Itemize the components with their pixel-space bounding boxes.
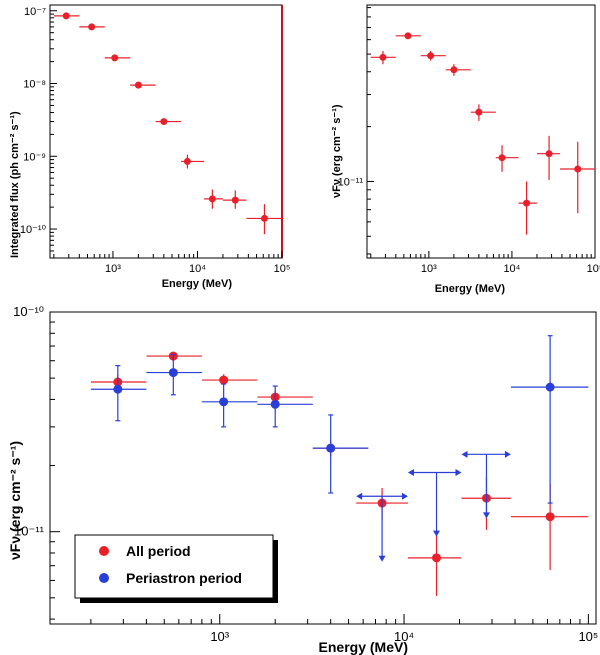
periastron-period-upper-limit-left-arrowhead (407, 468, 414, 476)
x-tick-label: 10³ (421, 263, 437, 275)
legend-marker-all-period (99, 546, 109, 556)
y-axis-label: νFν (erg cm⁻² s⁻¹) (7, 441, 23, 560)
all-period-data-point (523, 199, 531, 207)
all-period-data-point (574, 165, 582, 173)
all-period-data-point (475, 108, 483, 116)
x-tick-label: 10⁴ (503, 263, 520, 275)
all-period-data-point (134, 81, 142, 89)
legend-marker-periastron-period (99, 573, 109, 583)
periastron-period-upper-limit-down-arrowhead (482, 512, 490, 519)
all-period-data-point (219, 375, 229, 385)
x-axis-label: Energy (MeV) (162, 278, 233, 290)
y-axis-label: Integrated flux (ph cm⁻² s⁻¹) (9, 111, 21, 258)
periastron-period-upper-limit-right-arrowhead (504, 450, 511, 458)
all-period-data-point (183, 157, 191, 165)
x-axis-label: Energy (MeV) (435, 283, 506, 295)
all-period-data-point (208, 195, 216, 203)
y-tick-label: 10⁻⁹ (23, 151, 46, 163)
all-period-data-point (260, 214, 268, 222)
periastron-period-upper-limit-right-arrowhead (401, 492, 408, 500)
y-tick-label: 10⁻⁸ (23, 79, 46, 91)
all-period-data-point (427, 52, 435, 60)
x-tick-label: 10³ (210, 629, 229, 644)
plot-frame (49, 311, 597, 625)
all-period-data-point (450, 66, 458, 74)
all-period-data-point (231, 196, 239, 204)
plot-frame (366, 4, 596, 259)
periastron-period-data-point (326, 443, 336, 453)
periastron-period-data-point (113, 384, 123, 394)
periastron-period-upper-limit-left-arrowhead (461, 450, 468, 458)
x-tick-label: 10⁵ (587, 263, 600, 275)
all-period-data-point (160, 118, 168, 126)
x-tick-label: 10⁴ (394, 629, 414, 644)
legend-box (74, 534, 274, 599)
periastron-period-data-point (219, 397, 229, 407)
periastron-period-upper-limit-down-arrowhead (433, 530, 441, 537)
legend: All period Periastron period (74, 534, 278, 603)
y-axis-label: νFν (erg cm⁻² s⁻¹) (331, 104, 343, 198)
all-period-data-point (498, 154, 506, 162)
y-tick-label: 10⁻¹⁰ (13, 304, 44, 319)
periastron-period-upper-limit-right-arrowhead (455, 468, 462, 476)
periastron-period-data-point (270, 399, 280, 409)
all-period-data-point (111, 54, 119, 62)
all-period-data-point (432, 553, 442, 563)
y-tick-label: 10⁻¹⁰ (20, 224, 47, 236)
x-tick-label: 10⁴ (189, 263, 206, 275)
y-tick-label: 10⁻¹¹ (338, 176, 364, 188)
all-period-data-point (62, 12, 70, 20)
panel-sed-comparison: 10³ 10⁴ 10⁵ 10⁻¹¹ 10⁻¹⁰ Energy (MeV) νFν (er… (7, 304, 598, 655)
all-period-data-point (88, 23, 96, 31)
x-tick-label: 10⁵ (578, 629, 598, 644)
periastron-period-data-point (545, 382, 555, 392)
all-period-data-point (379, 53, 387, 61)
panel-sed-all-period: 10³ 10⁴ 10⁵ 10⁻¹¹ Energy (MeV) νFν (erg cm⁻… (331, 4, 600, 295)
y-tick-label: 10⁻⁷ (24, 6, 46, 18)
plot-frame (49, 4, 283, 259)
legend-label-periastron-period: Periastron period (126, 570, 242, 586)
x-tick-label: 10³ (105, 263, 121, 275)
x-tick-label: 10⁵ (274, 263, 291, 275)
y-tick-label: 10⁻¹¹ (14, 524, 45, 539)
x-axis-label: Energy (MeV) (319, 639, 408, 655)
periastron-period-data-point (168, 368, 178, 378)
legend-label-all-period: All period (126, 543, 191, 559)
periastron-period-upper-limit-down-arrowhead (378, 555, 386, 562)
all-period-data-point (404, 32, 412, 40)
all-period-data-point (545, 150, 553, 158)
all-period-data-point (545, 512, 555, 522)
periastron-period-upper-limit-left-arrowhead (356, 492, 363, 500)
